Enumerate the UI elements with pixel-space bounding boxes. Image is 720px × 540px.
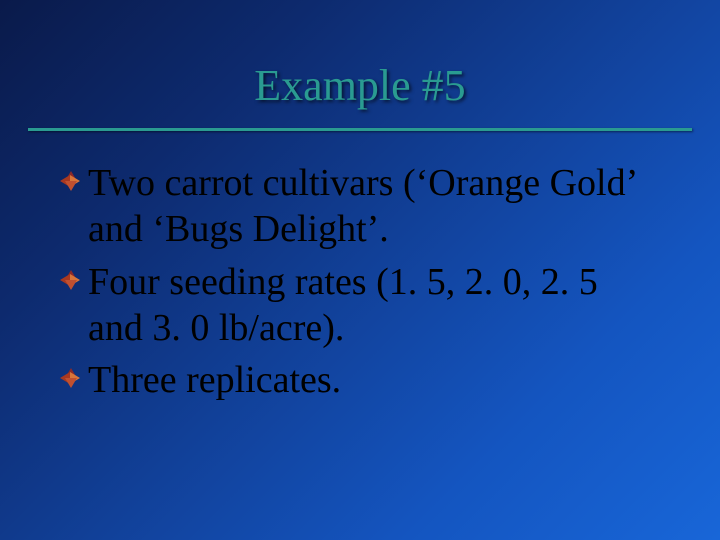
title-area: Example #5: [0, 60, 720, 111]
diamond-bullet-icon: [60, 368, 82, 390]
title-divider: [28, 128, 692, 131]
bullet-item: Three replicates.: [60, 357, 660, 403]
bullet-item: Two carrot cultivars (‘Orange Gold’ and …: [60, 160, 660, 253]
bullet-item: Four seeding rates (1. 5, 2. 0, 2. 5 and…: [60, 259, 660, 352]
bullet-text: Two carrot cultivars (‘Orange Gold’ and …: [88, 160, 660, 253]
content-area: Two carrot cultivars (‘Orange Gold’ and …: [60, 160, 660, 410]
bullet-text: Three replicates.: [88, 357, 341, 403]
slide-title: Example #5: [0, 60, 720, 111]
diamond-bullet-icon: [60, 171, 82, 193]
diamond-bullet-icon: [60, 270, 82, 292]
bullet-text: Four seeding rates (1. 5, 2. 0, 2. 5 and…: [88, 259, 660, 352]
